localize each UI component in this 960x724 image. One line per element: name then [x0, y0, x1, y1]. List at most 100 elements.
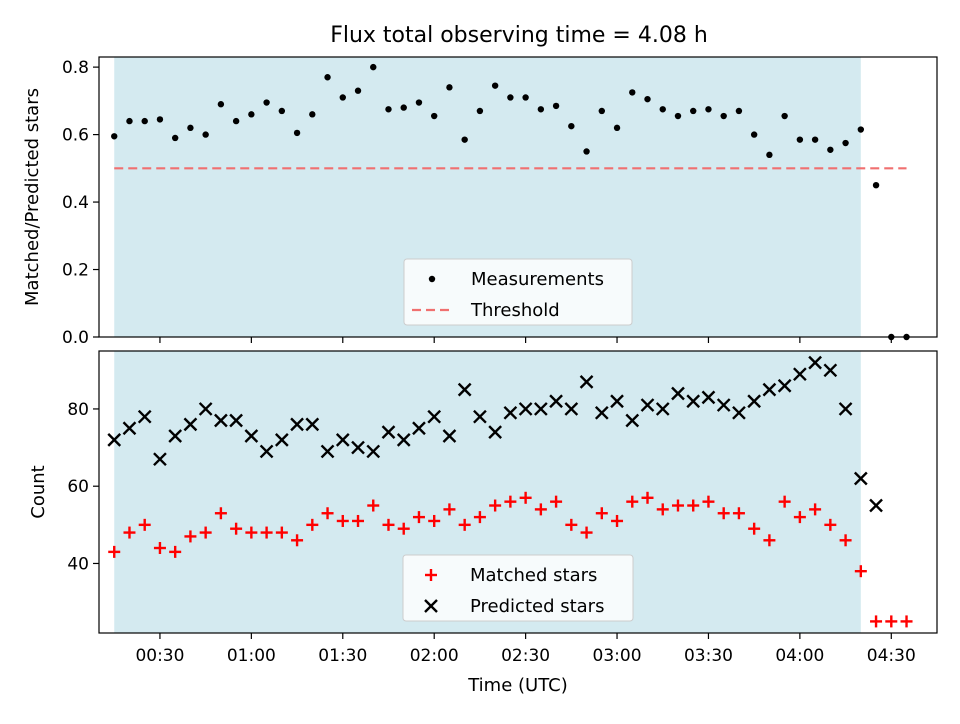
measurement-point: [400, 104, 407, 111]
measurement-point: [446, 84, 453, 91]
matched-stars-point: [565, 518, 578, 531]
measurement-point: [644, 95, 651, 103]
ratio-y-axis-label: Matched/Predicted stars: [22, 88, 43, 306]
matched-stars-point: [412, 511, 425, 524]
time-x-axis-label: Time (UTC): [467, 675, 568, 696]
predicted-stars-point: [274, 433, 289, 447]
predicted-stars-point: [290, 417, 304, 432]
matched-stars-point: [748, 522, 761, 535]
matched-stars-point: [656, 503, 669, 516]
predicted-stars-point: [732, 405, 746, 420]
matched-stars-point: [870, 615, 883, 628]
measurement-point: [690, 107, 697, 115]
measurement-point: [583, 148, 590, 155]
matched-stars-point: [352, 514, 365, 527]
matched-stars-point: [595, 507, 608, 520]
matched-stars-point: [108, 545, 121, 558]
predicted-stars-point: [214, 413, 228, 428]
predicted-stars-point: [381, 425, 396, 439]
legend-label: Threshold: [470, 300, 560, 321]
measurement-point: [629, 89, 636, 96]
predicted-stars-point: [869, 498, 883, 513]
predicted-stars-point: [655, 402, 670, 416]
matched-stars-point: [717, 507, 730, 520]
predicted-stars-point: [229, 413, 243, 428]
measurement-point: [522, 94, 529, 101]
predicted-stars-point: [534, 402, 548, 416]
matched-stars-point: [626, 495, 639, 508]
predicted-stars-point: [259, 444, 274, 459]
measurement-point: [141, 117, 148, 125]
measurement-point: [111, 133, 118, 140]
matched-stars-point: [809, 503, 822, 516]
matched-stars-point: [732, 507, 745, 520]
measurement-point: [491, 82, 499, 89]
measurement-point: [415, 99, 423, 106]
y-tick-label: 0.4: [62, 193, 89, 213]
x-tick-label: 03:30: [684, 646, 733, 666]
matched-stars-point: [504, 495, 517, 508]
measurement-point: [857, 126, 865, 133]
y-tick-label: 0.8: [62, 58, 89, 78]
predicted-stars-point: [183, 417, 198, 432]
predicted-stars-point: [808, 355, 822, 370]
y-tick-label: 0.2: [62, 261, 89, 281]
count-panel-frame: [98, 350, 938, 634]
matched-stars-point: [611, 514, 624, 527]
ratio-panel-frame: [98, 56, 938, 338]
y-tick-label: 0.6: [62, 126, 89, 146]
measurement-point: [171, 134, 179, 142]
x-tick-label: 00:30: [135, 646, 184, 666]
matched-stars-point: [245, 526, 258, 539]
measurement-point: [278, 107, 286, 115]
matched-stars-point: [489, 499, 502, 512]
measurement-point: [263, 99, 270, 106]
matched-stars-point: [534, 503, 547, 516]
ratio-legend: Measurements Threshold: [403, 258, 633, 326]
predicted-stars-point: [412, 421, 426, 436]
measurement-point: [568, 122, 575, 130]
measurement-point: [705, 106, 712, 113]
matched-stars-point: [854, 565, 867, 578]
measurement-point: [324, 74, 331, 81]
x-tick-label: 03:00: [593, 646, 642, 666]
predicted-stars-point: [244, 429, 259, 443]
predicted-stars-point: [488, 425, 502, 439]
legend-predicted-marker: [424, 599, 438, 613]
matched-stars-point: [900, 615, 913, 628]
measurement-point: [217, 101, 225, 108]
measurement-point: [232, 117, 240, 125]
measurement-point: [750, 131, 758, 138]
predicted-stars-point: [473, 409, 487, 424]
predicted-stars-point: [701, 390, 716, 405]
measurement-point: [598, 107, 605, 115]
measurement-point: [293, 129, 301, 137]
predicted-stars-point: [107, 433, 122, 447]
measurement-point: [476, 107, 484, 115]
matched-stars-point: [230, 522, 243, 535]
measurement-point: [674, 112, 682, 120]
matched-stars-point: [885, 615, 898, 628]
predicted-stars-point: [427, 409, 442, 424]
predicted-stars-point: [549, 394, 563, 409]
measurement-point: [552, 102, 560, 110]
measurement-point: [659, 106, 666, 113]
measurement-point: [248, 111, 255, 118]
matched-stars-point: [397, 522, 410, 535]
matched-stars-point: [824, 518, 837, 531]
matched-stars-point: [580, 526, 593, 539]
predicted-stars-point: [594, 405, 609, 420]
predicted-stars-point: [320, 444, 335, 459]
measurement-point: [872, 181, 880, 189]
count-y-axis-label: Count: [28, 465, 49, 518]
matched-stars-point: [763, 534, 776, 547]
predicted-stars-point: [853, 471, 868, 486]
matched-stars-point: [169, 545, 182, 558]
matched-stars-point: [321, 507, 334, 520]
measurement-point: [827, 146, 834, 153]
matched-stars-point: [382, 518, 395, 531]
matched-stars-point: [671, 499, 684, 512]
matched-stars-point: [519, 491, 532, 504]
predicted-stars-point: [564, 402, 579, 416]
predicted-stars-point: [747, 394, 762, 409]
